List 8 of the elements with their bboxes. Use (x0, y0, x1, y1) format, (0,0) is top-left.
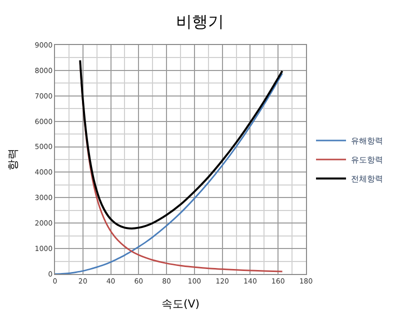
legend-label: 유도항력 (351, 156, 384, 165)
line-series (79, 59, 284, 230)
x-axis-title: 속도(V) (161, 298, 200, 311)
y-axis-title: 항력 (6, 148, 20, 170)
legend-label: 유해항력 (351, 136, 384, 146)
legend-label: 전체항력 (351, 174, 384, 184)
chart-title: 비행기 (176, 12, 224, 32)
line-series (55, 72, 284, 274)
